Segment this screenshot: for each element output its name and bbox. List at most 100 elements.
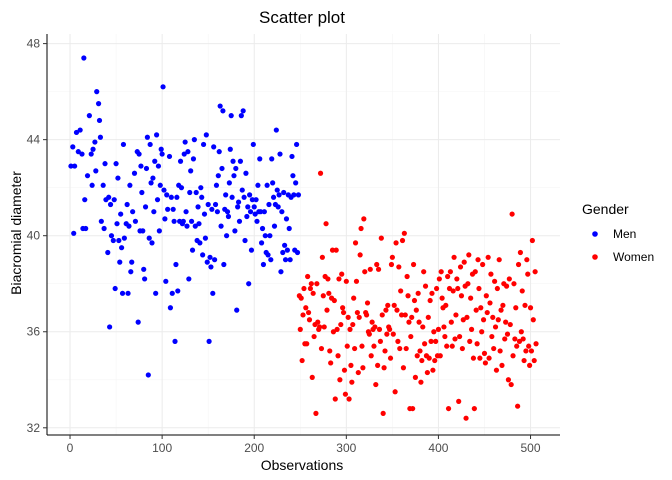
- point-women: [508, 381, 514, 388]
- point-men: [170, 206, 176, 212]
- point-men: [116, 237, 122, 244]
- point-women: [443, 302, 449, 308]
- point-women: [373, 381, 379, 388]
- point-men: [195, 204, 201, 210]
- point-women: [329, 247, 336, 253]
- point-women: [433, 338, 439, 344]
- point-men: [75, 149, 81, 155]
- point-women: [445, 273, 451, 280]
- point-women: [516, 338, 523, 344]
- point-women: [328, 360, 334, 366]
- point-women: [421, 269, 427, 275]
- point-women: [481, 350, 488, 356]
- point-women: [401, 230, 407, 236]
- point-men: [224, 209, 231, 215]
- point-women: [510, 353, 516, 359]
- point-men: [270, 180, 276, 186]
- point-women: [472, 269, 478, 275]
- point-women: [433, 285, 440, 292]
- point-men: [148, 180, 154, 186]
- point-women: [502, 336, 508, 342]
- point-men: [189, 247, 196, 253]
- point-women: [512, 336, 518, 342]
- point-women: [493, 367, 500, 373]
- point-women: [492, 324, 499, 330]
- point-women: [453, 312, 459, 318]
- point-men: [162, 216, 168, 222]
- point-women: [441, 324, 447, 330]
- point-women: [418, 379, 424, 385]
- point-women: [477, 355, 483, 361]
- point-men: [143, 165, 150, 172]
- point-men: [129, 259, 135, 265]
- point-women: [306, 317, 313, 323]
- point-women: [406, 319, 412, 325]
- point-men: [275, 204, 281, 210]
- point-women: [358, 225, 364, 232]
- point-women: [504, 331, 511, 337]
- point-men: [72, 163, 78, 169]
- point-men: [110, 237, 116, 244]
- point-women: [533, 341, 539, 347]
- y-tick-label: 32: [27, 421, 41, 435]
- point-men: [284, 247, 290, 253]
- point-women: [473, 307, 479, 313]
- point-men: [139, 189, 145, 196]
- point-men: [289, 153, 295, 160]
- point-women: [452, 336, 458, 342]
- point-women: [422, 283, 429, 289]
- data-points: [68, 55, 539, 421]
- point-men: [117, 259, 123, 265]
- point-women: [381, 365, 387, 371]
- point-men: [88, 151, 94, 157]
- point-men: [234, 307, 240, 313]
- point-men: [153, 290, 159, 296]
- point-women: [446, 285, 453, 292]
- point-men: [146, 235, 152, 241]
- point-women: [378, 235, 384, 241]
- point-women: [503, 319, 509, 325]
- point-women: [426, 355, 432, 361]
- point-men: [204, 259, 210, 265]
- point-men: [199, 194, 205, 200]
- point-women: [390, 331, 396, 337]
- point-women: [449, 343, 455, 349]
- point-men: [258, 240, 265, 246]
- point-men: [169, 290, 175, 296]
- point-women: [341, 367, 348, 373]
- point-women: [348, 362, 354, 368]
- point-men: [132, 218, 139, 224]
- point-women: [506, 276, 512, 282]
- point-women: [309, 374, 315, 380]
- point-men: [183, 209, 189, 215]
- point-men: [154, 197, 161, 203]
- point-women: [515, 261, 522, 268]
- point-women: [399, 237, 406, 244]
- point-women: [531, 357, 537, 364]
- point-men: [205, 201, 211, 208]
- point-men: [86, 113, 92, 119]
- point-women: [331, 297, 337, 304]
- point-women: [420, 324, 426, 330]
- point-men: [277, 151, 283, 157]
- point-men: [279, 209, 285, 215]
- point-women: [349, 379, 355, 385]
- point-women: [461, 259, 467, 265]
- point-men: [144, 134, 150, 140]
- point-women: [414, 353, 420, 359]
- point-women: [371, 343, 377, 349]
- point-women: [356, 314, 362, 320]
- point-men: [142, 276, 148, 282]
- y-tick-label: 40: [27, 229, 41, 243]
- point-women: [528, 348, 535, 354]
- point-men: [282, 242, 288, 248]
- point-women: [439, 295, 445, 301]
- point-men: [151, 209, 157, 215]
- point-men: [291, 192, 297, 198]
- point-men: [241, 194, 247, 200]
- point-women: [374, 261, 380, 268]
- point-women: [519, 288, 525, 294]
- point-men: [168, 194, 174, 200]
- point-men: [236, 218, 243, 224]
- point-men: [171, 218, 177, 224]
